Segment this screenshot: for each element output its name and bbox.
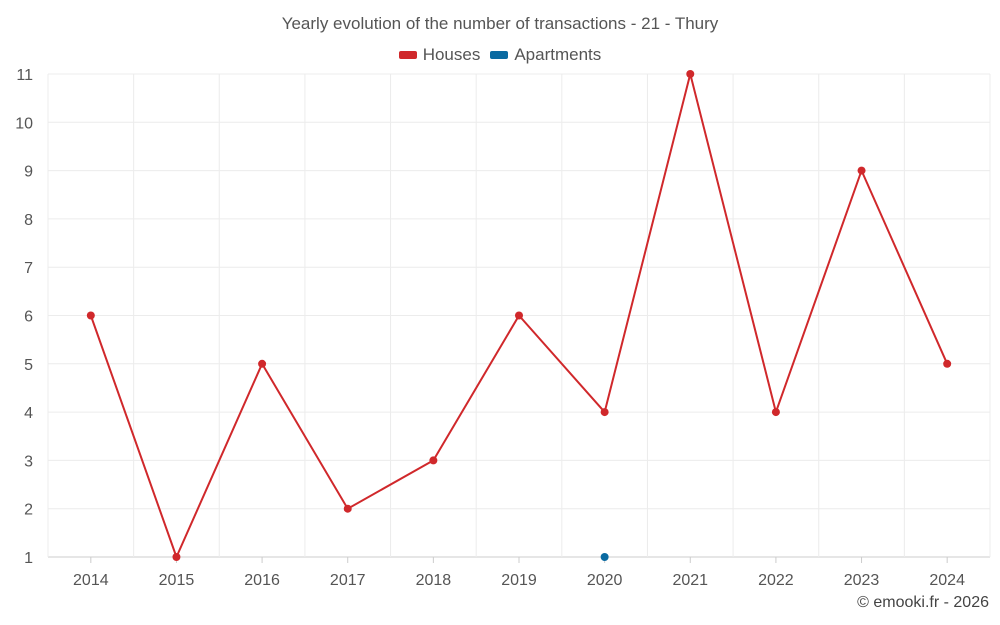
y-tick-label-2: 2 bbox=[24, 502, 33, 519]
data-point-houses-2015 bbox=[172, 553, 181, 561]
x-tick-label-2021: 2021 bbox=[672, 572, 708, 589]
data-point-apartments-2020 bbox=[600, 553, 609, 561]
legend-swatch-houses bbox=[398, 51, 417, 59]
x-tick-label-2017: 2017 bbox=[330, 572, 366, 589]
data-point-houses-2022 bbox=[771, 408, 780, 417]
data-point-houses-2016 bbox=[258, 359, 267, 368]
x-tick-label-2015: 2015 bbox=[159, 572, 195, 589]
y-tick-label-4: 4 bbox=[24, 405, 33, 422]
y-tick-label-6: 6 bbox=[24, 309, 33, 326]
data-point-houses-2014 bbox=[86, 311, 95, 320]
data-point-houses-2019 bbox=[515, 311, 523, 320]
x-tick-label-2022: 2022 bbox=[758, 572, 794, 589]
data-point-houses-2024 bbox=[943, 359, 952, 368]
y-tick-label-11: 11 bbox=[16, 67, 33, 84]
legend: Houses Apartments bbox=[0, 45, 1000, 65]
y-tick-label-10: 10 bbox=[15, 115, 33, 132]
x-tick-label-2016: 2016 bbox=[244, 572, 280, 589]
credit-text: © emooki.fr - 2026 bbox=[857, 594, 989, 611]
legend-label-houses: Houses bbox=[422, 45, 481, 64]
y-tick-label-7: 7 bbox=[24, 260, 33, 277]
data-point-houses-2018 bbox=[429, 456, 438, 465]
legend-item-houses[interactable]: Houses bbox=[398, 45, 481, 65]
x-tick-label-2024: 2024 bbox=[929, 572, 965, 589]
x-tick-label-2019: 2019 bbox=[501, 572, 537, 589]
legend-label-apartments: Apartments bbox=[514, 45, 602, 64]
y-tick-label-8: 8 bbox=[24, 212, 33, 229]
x-tick-label-2020: 2020 bbox=[587, 572, 623, 589]
y-tick-label-3: 3 bbox=[24, 453, 33, 470]
x-tick-label-2023: 2023 bbox=[844, 572, 880, 589]
chart-title: Yearly evolution of the number of transa… bbox=[281, 14, 719, 33]
legend-swatch-apartments bbox=[490, 51, 509, 59]
y-tick-label-9: 9 bbox=[24, 164, 33, 181]
y-tick-label-5: 5 bbox=[24, 357, 33, 374]
data-point-houses-2021 bbox=[686, 70, 695, 78]
legend-item-apartments[interactable]: Apartments bbox=[490, 45, 601, 65]
data-point-houses-2020 bbox=[600, 408, 609, 417]
x-tick-label-2014: 2014 bbox=[73, 572, 109, 589]
x-tick-label-2018: 2018 bbox=[416, 572, 452, 589]
y-tick-label-1: 1 bbox=[24, 550, 33, 567]
data-point-houses-2023 bbox=[857, 166, 866, 175]
data-point-houses-2017 bbox=[343, 504, 352, 513]
